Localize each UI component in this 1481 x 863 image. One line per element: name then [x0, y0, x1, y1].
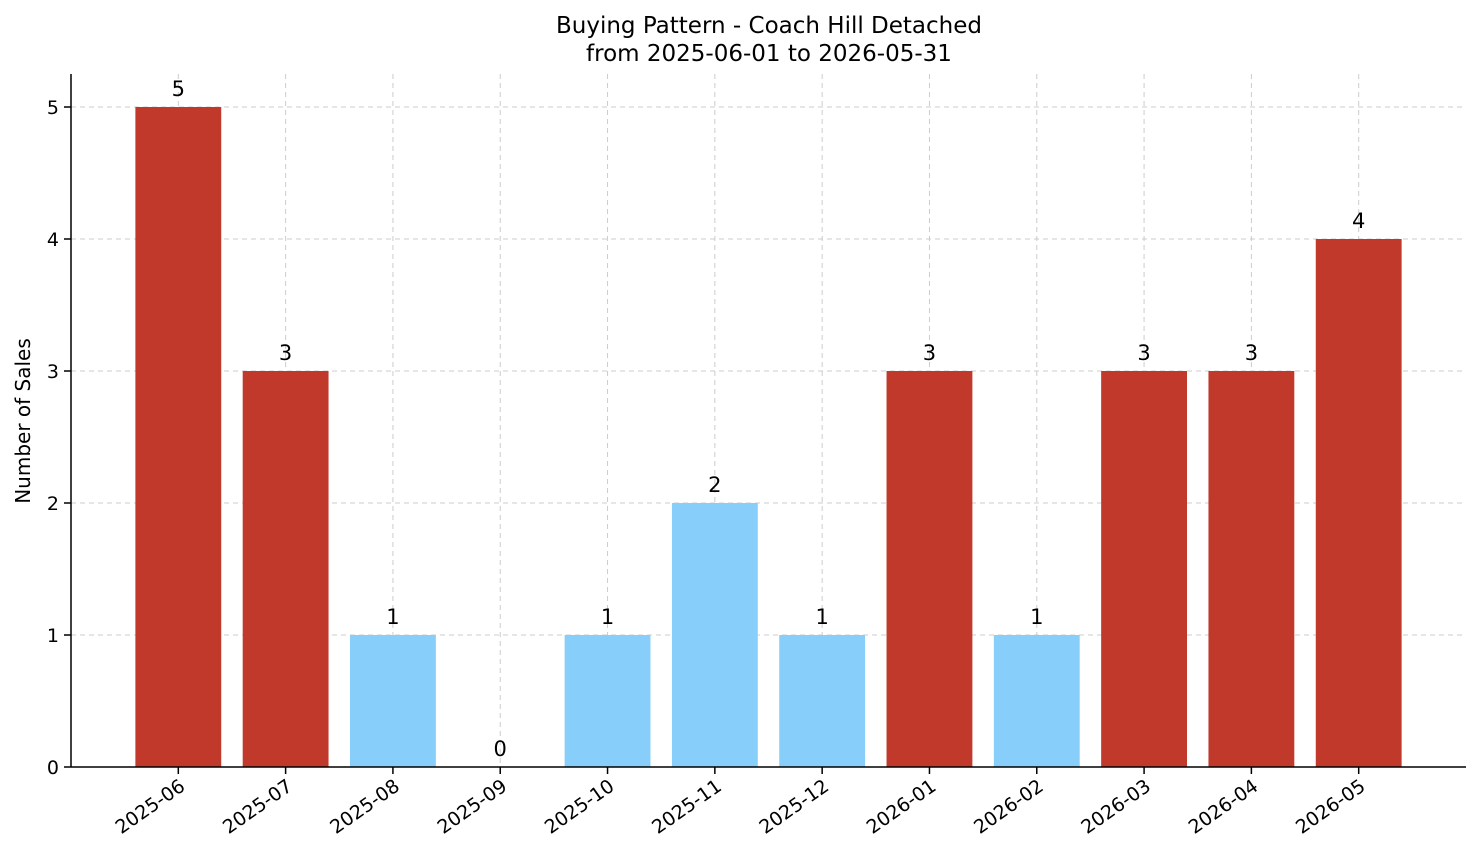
y-tick-label: 1 — [47, 625, 59, 647]
bar-value-label: 1 — [601, 605, 614, 629]
x-tick-label: 2026-03 — [1077, 775, 1155, 839]
x-tick-label: 2026-01 — [863, 775, 941, 839]
bars — [135, 107, 1402, 767]
chart-subtitle: from 2025-06-01 to 2026-05-31 — [586, 41, 952, 67]
bar-value-label: 2 — [708, 473, 721, 497]
bar-value-label: 3 — [1137, 341, 1150, 365]
x-tick-label: 2025-12 — [755, 775, 833, 839]
bar-2026-04 — [1208, 371, 1295, 767]
x-tick-label: 2025-06 — [112, 775, 190, 839]
chart-title: Buying Pattern - Coach Hill Detached — [556, 13, 982, 39]
bar-value-label: 3 — [279, 341, 292, 365]
bar-2025-07 — [242, 371, 329, 767]
bar-value-label: 1 — [815, 605, 828, 629]
y-tick-label: 4 — [47, 229, 59, 251]
x-tick-label: 2025-09 — [433, 775, 511, 839]
y-tick-label: 0 — [47, 757, 59, 779]
bar-2026-01 — [886, 371, 973, 767]
bar-2025-10 — [564, 635, 651, 767]
x-tick-label: 2025-07 — [219, 775, 297, 839]
bar-2025-12 — [779, 635, 866, 767]
axes — [70, 74, 1466, 768]
y-tick-label: 3 — [47, 361, 59, 383]
x-tick-label: 2025-11 — [648, 775, 726, 839]
y-axis-label: Number of Sales — [11, 338, 35, 504]
x-tick-label: 2025-10 — [541, 775, 619, 839]
x-tick-label: 2026-02 — [970, 775, 1048, 839]
bar-2026-02 — [993, 635, 1080, 767]
bar-value-label: 1 — [1030, 605, 1043, 629]
bar-value-label: 4 — [1352, 209, 1365, 233]
bar-2025-06 — [135, 107, 222, 767]
x-tick-label: 2026-05 — [1292, 775, 1370, 839]
bar-2025-11 — [671, 503, 758, 767]
bar-value-labels: 5 3 1 0 1 2 1 3 1 3 3 4 — [172, 77, 1366, 761]
bar-value-label: 3 — [923, 341, 936, 365]
bar-2026-03 — [1101, 371, 1187, 767]
y-tick-label: 2 — [47, 493, 59, 515]
bar-2025-08 — [350, 635, 436, 767]
y-tick-label: 5 — [47, 97, 59, 119]
bar-value-label: 1 — [386, 605, 399, 629]
bar-value-label: 5 — [172, 77, 185, 101]
bar-2026-05 — [1315, 239, 1402, 767]
bar-value-label: 3 — [1245, 341, 1258, 365]
bar-value-label: 0 — [494, 737, 507, 761]
x-tick-label: 2025-08 — [326, 775, 404, 839]
x-tick-label: 2026-04 — [1185, 775, 1263, 839]
